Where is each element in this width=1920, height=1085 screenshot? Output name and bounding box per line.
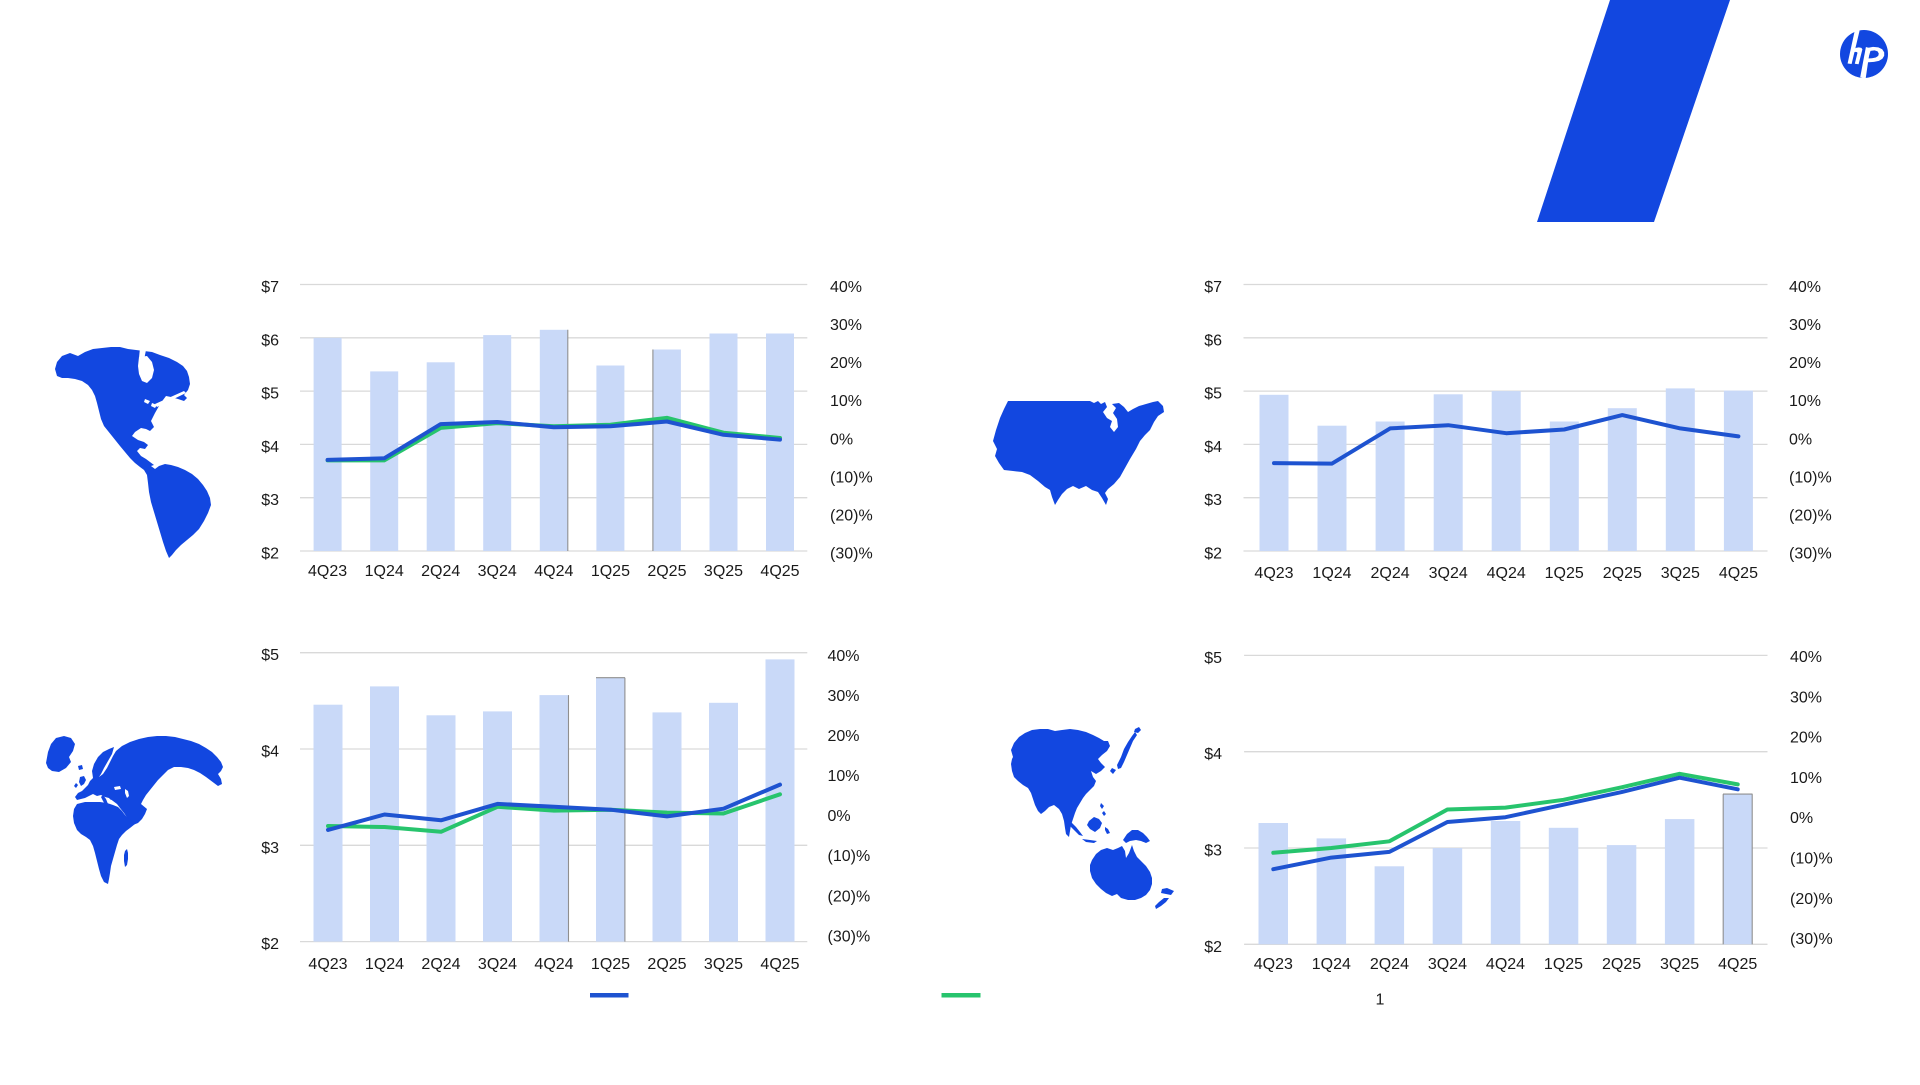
svg-text:0%: 0%: [1790, 810, 1813, 827]
svg-text:1Q24: 1Q24: [1312, 956, 1351, 973]
svg-text:40%: 40%: [1789, 279, 1821, 296]
svg-text:$2: $2: [261, 546, 279, 563]
svg-text:3Q25: 3Q25: [1660, 956, 1699, 973]
svg-text:4Q25: 4Q25: [1719, 565, 1758, 582]
svg-text:(20)%: (20)%: [1790, 891, 1833, 908]
svg-text:$5: $5: [261, 386, 279, 403]
svg-text:$3: $3: [1204, 492, 1222, 509]
svg-text:1Q25: 1Q25: [1545, 565, 1584, 582]
svg-text:$6: $6: [1204, 332, 1222, 349]
svg-text:10%: 10%: [1790, 770, 1822, 787]
svg-text:4Q23: 4Q23: [308, 563, 347, 580]
svg-text:(20)%: (20)%: [830, 507, 873, 524]
svg-text:2Q25: 2Q25: [647, 563, 686, 580]
svg-text:30%: 30%: [828, 688, 860, 705]
svg-text:$6: $6: [261, 332, 279, 349]
svg-text:(30)%: (30)%: [830, 546, 873, 563]
svg-text:4Q25: 4Q25: [760, 563, 799, 580]
svg-text:2Q24: 2Q24: [1370, 956, 1409, 973]
svg-text:$7: $7: [261, 279, 279, 296]
svg-text:1Q25: 1Q25: [1544, 956, 1583, 973]
svg-text:4Q23: 4Q23: [308, 956, 347, 973]
svg-text:4Q23: 4Q23: [1254, 565, 1293, 582]
svg-text:1Q24: 1Q24: [365, 563, 404, 580]
svg-text:(30)%: (30)%: [1789, 546, 1832, 563]
svg-text:(10)%: (10)%: [830, 469, 873, 486]
svg-text:40%: 40%: [1790, 649, 1822, 666]
svg-text:$4: $4: [1204, 439, 1222, 456]
svg-text:$3: $3: [261, 492, 279, 509]
svg-text:$3: $3: [261, 840, 279, 857]
svg-text:10%: 10%: [828, 768, 860, 785]
svg-text:40%: 40%: [830, 279, 862, 296]
svg-text:30%: 30%: [1789, 317, 1821, 334]
svg-text:40%: 40%: [828, 648, 860, 665]
svg-text:0%: 0%: [1789, 431, 1812, 448]
svg-text:$2: $2: [1204, 546, 1222, 563]
svg-text:3Q24: 3Q24: [1428, 956, 1467, 973]
svg-text:2Q24: 2Q24: [421, 563, 460, 580]
svg-text:(20)%: (20)%: [1789, 507, 1832, 524]
svg-text:30%: 30%: [1790, 689, 1822, 706]
svg-text:3Q25: 3Q25: [704, 956, 743, 973]
svg-text:4Q23: 4Q23: [1254, 956, 1293, 973]
svg-text:(30)%: (30)%: [1790, 931, 1833, 948]
svg-text:$2: $2: [1204, 939, 1222, 956]
svg-text:2Q25: 2Q25: [1602, 956, 1641, 973]
svg-text:$4: $4: [261, 439, 279, 456]
svg-text:20%: 20%: [1790, 730, 1822, 747]
svg-text:2Q24: 2Q24: [421, 956, 460, 973]
svg-text:4Q24: 4Q24: [534, 563, 573, 580]
svg-text:1Q25: 1Q25: [591, 563, 630, 580]
svg-text:$3: $3: [1204, 843, 1222, 860]
svg-text:$5: $5: [261, 647, 279, 664]
svg-text:20%: 20%: [830, 355, 862, 372]
svg-text:1Q24: 1Q24: [1312, 565, 1351, 582]
svg-text:20%: 20%: [828, 728, 860, 745]
svg-text:$4: $4: [1204, 746, 1222, 763]
svg-text:1Q24: 1Q24: [365, 956, 404, 973]
svg-text:30%: 30%: [830, 317, 862, 334]
svg-text:3Q24: 3Q24: [1429, 565, 1468, 582]
svg-text:(20)%: (20)%: [828, 888, 871, 905]
svg-text:10%: 10%: [1789, 393, 1821, 410]
svg-text:3Q25: 3Q25: [704, 563, 743, 580]
svg-text:3Q24: 3Q24: [478, 563, 517, 580]
svg-text:3Q25: 3Q25: [1661, 565, 1700, 582]
svg-text:4Q24: 4Q24: [534, 956, 573, 973]
svg-text:$2: $2: [261, 936, 279, 953]
svg-text:3Q24: 3Q24: [478, 956, 517, 973]
svg-text:4Q24: 4Q24: [1486, 956, 1525, 973]
svg-text:(10)%: (10)%: [828, 848, 871, 865]
svg-text:$5: $5: [1204, 650, 1222, 667]
svg-text:0%: 0%: [828, 808, 851, 825]
svg-text:4Q24: 4Q24: [1487, 565, 1526, 582]
svg-text:(10)%: (10)%: [1789, 469, 1832, 486]
svg-text:10%: 10%: [830, 393, 862, 410]
svg-text:2Q25: 2Q25: [1603, 565, 1642, 582]
svg-text:(10)%: (10)%: [1790, 851, 1833, 868]
svg-text:$4: $4: [261, 744, 279, 761]
svg-text:4Q25: 4Q25: [1718, 956, 1757, 973]
svg-text:20%: 20%: [1789, 355, 1821, 372]
svg-text:1: 1: [1376, 992, 1385, 1009]
svg-text:1Q25: 1Q25: [591, 956, 630, 973]
svg-text:4Q25: 4Q25: [760, 956, 799, 973]
svg-text:2Q24: 2Q24: [1371, 565, 1410, 582]
svg-text:2Q25: 2Q25: [647, 956, 686, 973]
svg-text:(30)%: (30)%: [828, 928, 871, 945]
svg-text:$5: $5: [1204, 386, 1222, 403]
svg-text:0%: 0%: [830, 431, 853, 448]
svg-text:$7: $7: [1204, 279, 1222, 296]
